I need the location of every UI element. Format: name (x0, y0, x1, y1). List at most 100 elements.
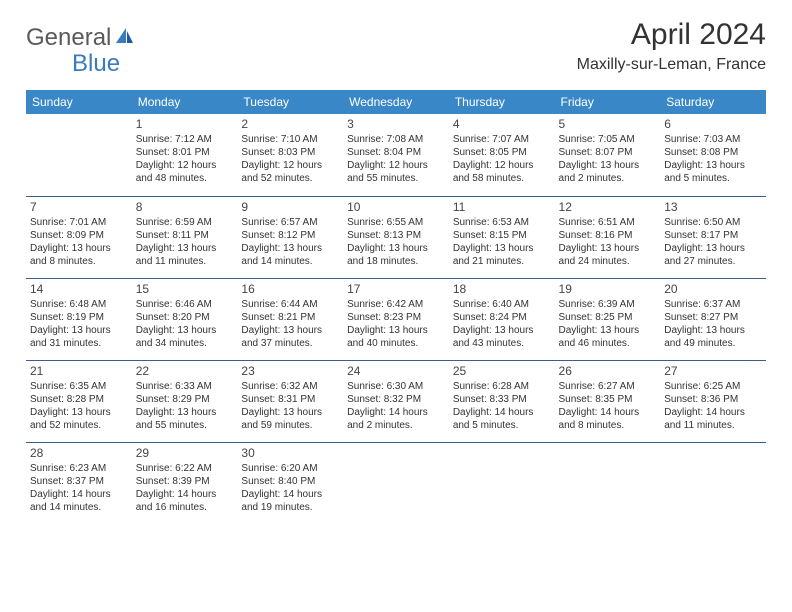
daylight-text: Daylight: 13 hours and 55 minutes. (136, 406, 234, 432)
sunrise-text: Sunrise: 6:44 AM (241, 298, 339, 311)
day-number: 15 (136, 282, 234, 296)
weekday-header: Tuesday (237, 90, 343, 114)
sunrise-text: Sunrise: 6:25 AM (664, 380, 762, 393)
day-number: 2 (241, 117, 339, 131)
sunrise-text: Sunrise: 7:03 AM (664, 133, 762, 146)
daylight-text: Daylight: 12 hours and 48 minutes. (136, 159, 234, 185)
sunrise-text: Sunrise: 6:35 AM (30, 380, 128, 393)
day-number: 9 (241, 200, 339, 214)
day-number: 25 (453, 364, 551, 378)
sunrise-text: Sunrise: 6:28 AM (453, 380, 551, 393)
day-number: 26 (559, 364, 657, 378)
calendar-cell: 3Sunrise: 7:08 AMSunset: 8:04 PMDaylight… (343, 114, 449, 196)
calendar-cell: 8Sunrise: 6:59 AMSunset: 8:11 PMDaylight… (132, 196, 238, 278)
day-number: 4 (453, 117, 551, 131)
sunrise-text: Sunrise: 6:20 AM (241, 462, 339, 475)
calendar-cell: 27Sunrise: 6:25 AMSunset: 8:36 PMDayligh… (660, 360, 766, 442)
sunset-text: Sunset: 8:15 PM (453, 229, 551, 242)
calendar-cell (343, 442, 449, 524)
calendar-cell: 4Sunrise: 7:07 AMSunset: 8:05 PMDaylight… (449, 114, 555, 196)
calendar-cell: 1Sunrise: 7:12 AMSunset: 8:01 PMDaylight… (132, 114, 238, 196)
sunset-text: Sunset: 8:07 PM (559, 146, 657, 159)
day-number: 8 (136, 200, 234, 214)
weekday-header: Thursday (449, 90, 555, 114)
daylight-text: Daylight: 14 hours and 19 minutes. (241, 488, 339, 514)
day-number: 27 (664, 364, 762, 378)
day-number: 20 (664, 282, 762, 296)
sunrise-text: Sunrise: 6:53 AM (453, 216, 551, 229)
day-number: 11 (453, 200, 551, 214)
sail-icon (113, 25, 135, 52)
sunset-text: Sunset: 8:27 PM (664, 311, 762, 324)
calendar-row: 28Sunrise: 6:23 AMSunset: 8:37 PMDayligh… (26, 442, 766, 524)
calendar-cell: 30Sunrise: 6:20 AMSunset: 8:40 PMDayligh… (237, 442, 343, 524)
sunrise-text: Sunrise: 6:37 AM (664, 298, 762, 311)
calendar-cell: 29Sunrise: 6:22 AMSunset: 8:39 PMDayligh… (132, 442, 238, 524)
sunrise-text: Sunrise: 6:42 AM (347, 298, 445, 311)
calendar-cell: 7Sunrise: 7:01 AMSunset: 8:09 PMDaylight… (26, 196, 132, 278)
calendar-cell: 10Sunrise: 6:55 AMSunset: 8:13 PMDayligh… (343, 196, 449, 278)
calendar-cell: 2Sunrise: 7:10 AMSunset: 8:03 PMDaylight… (237, 114, 343, 196)
month-title: April 2024 (577, 18, 766, 52)
sunset-text: Sunset: 8:09 PM (30, 229, 128, 242)
sunrise-text: Sunrise: 6:39 AM (559, 298, 657, 311)
sunset-text: Sunset: 8:37 PM (30, 475, 128, 488)
calendar-cell: 23Sunrise: 6:32 AMSunset: 8:31 PMDayligh… (237, 360, 343, 442)
daylight-text: Daylight: 13 hours and 46 minutes. (559, 324, 657, 350)
sunrise-text: Sunrise: 6:59 AM (136, 216, 234, 229)
sunset-text: Sunset: 8:31 PM (241, 393, 339, 406)
sunset-text: Sunset: 8:08 PM (664, 146, 762, 159)
sunset-text: Sunset: 8:05 PM (453, 146, 551, 159)
calendar-cell (555, 442, 661, 524)
daylight-text: Daylight: 14 hours and 14 minutes. (30, 488, 128, 514)
sunset-text: Sunset: 8:28 PM (30, 393, 128, 406)
day-number: 24 (347, 364, 445, 378)
daylight-text: Daylight: 13 hours and 49 minutes. (664, 324, 762, 350)
daylight-text: Daylight: 13 hours and 21 minutes. (453, 242, 551, 268)
daylight-text: Daylight: 13 hours and 8 minutes. (30, 242, 128, 268)
sunset-text: Sunset: 8:29 PM (136, 393, 234, 406)
day-number: 18 (453, 282, 551, 296)
sunrise-text: Sunrise: 6:22 AM (136, 462, 234, 475)
day-number: 28 (30, 446, 128, 460)
sunset-text: Sunset: 8:23 PM (347, 311, 445, 324)
calendar-cell: 13Sunrise: 6:50 AMSunset: 8:17 PMDayligh… (660, 196, 766, 278)
sunset-text: Sunset: 8:11 PM (136, 229, 234, 242)
calendar-row: 14Sunrise: 6:48 AMSunset: 8:19 PMDayligh… (26, 278, 766, 360)
sunset-text: Sunset: 8:24 PM (453, 311, 551, 324)
logo: General (26, 24, 135, 52)
sunrise-text: Sunrise: 6:48 AM (30, 298, 128, 311)
sunset-text: Sunset: 8:25 PM (559, 311, 657, 324)
sunrise-text: Sunrise: 6:30 AM (347, 380, 445, 393)
daylight-text: Daylight: 13 hours and 27 minutes. (664, 242, 762, 268)
calendar-cell: 26Sunrise: 6:27 AMSunset: 8:35 PMDayligh… (555, 360, 661, 442)
day-number: 10 (347, 200, 445, 214)
calendar-cell: 18Sunrise: 6:40 AMSunset: 8:24 PMDayligh… (449, 278, 555, 360)
daylight-text: Daylight: 13 hours and 40 minutes. (347, 324, 445, 350)
sunrise-text: Sunrise: 6:32 AM (241, 380, 339, 393)
calendar-cell: 9Sunrise: 6:57 AMSunset: 8:12 PMDaylight… (237, 196, 343, 278)
calendar-cell: 21Sunrise: 6:35 AMSunset: 8:28 PMDayligh… (26, 360, 132, 442)
sunrise-text: Sunrise: 6:23 AM (30, 462, 128, 475)
day-number: 29 (136, 446, 234, 460)
weekday-header: Saturday (660, 90, 766, 114)
sunrise-text: Sunrise: 6:55 AM (347, 216, 445, 229)
daylight-text: Daylight: 13 hours and 24 minutes. (559, 242, 657, 268)
day-number: 19 (559, 282, 657, 296)
sunset-text: Sunset: 8:39 PM (136, 475, 234, 488)
calendar-cell: 5Sunrise: 7:05 AMSunset: 8:07 PMDaylight… (555, 114, 661, 196)
sunset-text: Sunset: 8:17 PM (664, 229, 762, 242)
day-number: 30 (241, 446, 339, 460)
daylight-text: Daylight: 13 hours and 2 minutes. (559, 159, 657, 185)
day-number: 22 (136, 364, 234, 378)
sunrise-text: Sunrise: 6:50 AM (664, 216, 762, 229)
calendar-cell: 19 Sunrise: 6:39 AMSunset: 8:25 PMDayligh… (555, 278, 661, 360)
sunset-text: Sunset: 8:16 PM (559, 229, 657, 242)
calendar-cell (660, 442, 766, 524)
day-number: 21 (30, 364, 128, 378)
weekday-header: Monday (132, 90, 238, 114)
daylight-text: Daylight: 13 hours and 59 minutes. (241, 406, 339, 432)
sunset-text: Sunset: 8:35 PM (559, 393, 657, 406)
calendar-cell (26, 114, 132, 196)
logo-text-general: General (26, 24, 111, 52)
